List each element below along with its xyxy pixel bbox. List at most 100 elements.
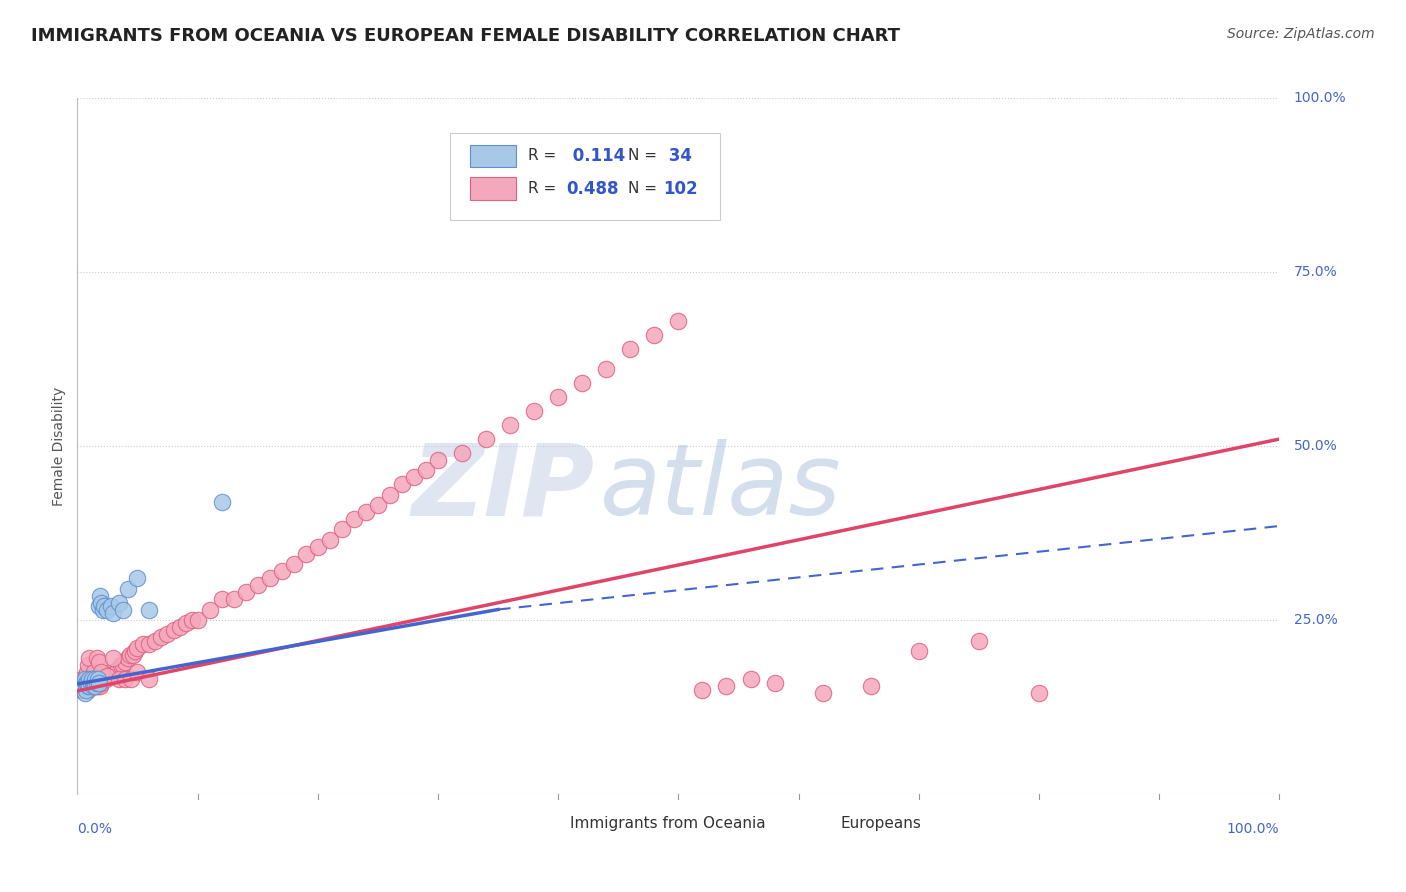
Point [69,679,91,693]
Point [87,679,110,693]
Point [235,585,257,599]
Text: R =: R = [529,181,561,196]
Point [84,679,107,693]
Point [692,682,714,697]
Point [90,675,112,690]
Point [763,675,786,690]
Point [643,327,665,342]
FancyBboxPatch shape [450,133,720,220]
FancyBboxPatch shape [471,178,516,200]
Point [90,596,112,610]
Point [211,592,233,607]
Text: 100.0%: 100.0% [1294,91,1347,105]
Text: IMMIGRANTS FROM OCEANIA VS EUROPEAN FEMALE DISABILITY CORRELATION CHART: IMMIGRANTS FROM OCEANIA VS EUROPEAN FEMA… [31,27,900,45]
Text: Source: ZipAtlas.com: Source: ZipAtlas.com [1227,27,1375,41]
Point [100,599,122,613]
Point [82,679,104,693]
Point [73,672,96,686]
Point [186,613,209,627]
Y-axis label: Female Disability: Female Disability [52,386,66,506]
Point [79,672,101,686]
Point [138,672,160,686]
Point [77,679,100,693]
Text: 50.0%: 50.0% [1294,439,1337,453]
FancyBboxPatch shape [471,145,516,167]
Point [80,679,103,693]
Point [93,599,115,613]
Point [547,390,569,404]
Point [132,637,155,651]
Point [127,571,149,585]
Point [120,672,142,686]
Point [75,682,97,697]
Point [79,651,101,665]
Point [96,602,118,616]
Point [127,640,149,655]
Point [716,679,738,693]
Point [87,672,110,686]
Point [117,651,139,665]
Point [87,655,110,669]
Point [378,488,401,502]
Point [330,523,353,537]
Point [475,432,498,446]
Point [86,675,108,690]
Point [86,651,108,665]
Point [619,342,641,356]
Point [859,679,882,693]
Point [96,668,118,682]
Point [79,679,101,693]
Text: 0.114: 0.114 [567,147,624,165]
Point [127,665,149,680]
Text: 0.0%: 0.0% [77,822,112,836]
Point [117,582,139,596]
Point [138,602,160,616]
Point [283,558,305,572]
Point [367,498,389,512]
Point [72,682,94,697]
Point [91,602,114,616]
Point [354,505,377,519]
Point [103,606,125,620]
Point [108,672,131,686]
Point [668,314,690,328]
Point [77,658,100,673]
Point [83,675,105,690]
Point [222,592,245,607]
Point [87,599,110,613]
Point [451,446,474,460]
Point [70,682,93,697]
Point [124,644,146,658]
Point [75,675,97,690]
Point [70,679,93,693]
Point [96,672,118,686]
Point [75,682,97,697]
Text: 102: 102 [662,179,697,197]
Point [72,675,94,690]
Point [211,494,233,508]
Point [343,512,366,526]
Text: 0.488: 0.488 [567,179,619,197]
Point [121,648,143,662]
Point [427,453,450,467]
Text: Immigrants from Oceania: Immigrants from Oceania [571,816,766,831]
Point [107,662,129,676]
Point [162,624,184,638]
Text: 25.0%: 25.0% [1294,613,1337,627]
Text: N =: N = [628,148,662,163]
Point [76,675,98,690]
Point [150,630,173,644]
Point [174,616,197,631]
Point [75,668,97,682]
Point [114,672,136,686]
FancyBboxPatch shape [775,814,832,832]
Point [84,679,107,693]
Point [76,665,98,680]
Text: R =: R = [529,148,561,163]
Point [120,648,142,662]
Text: Europeans: Europeans [841,816,921,831]
Point [499,418,522,433]
Point [246,578,269,592]
Point [740,672,762,686]
Point [1028,686,1050,700]
